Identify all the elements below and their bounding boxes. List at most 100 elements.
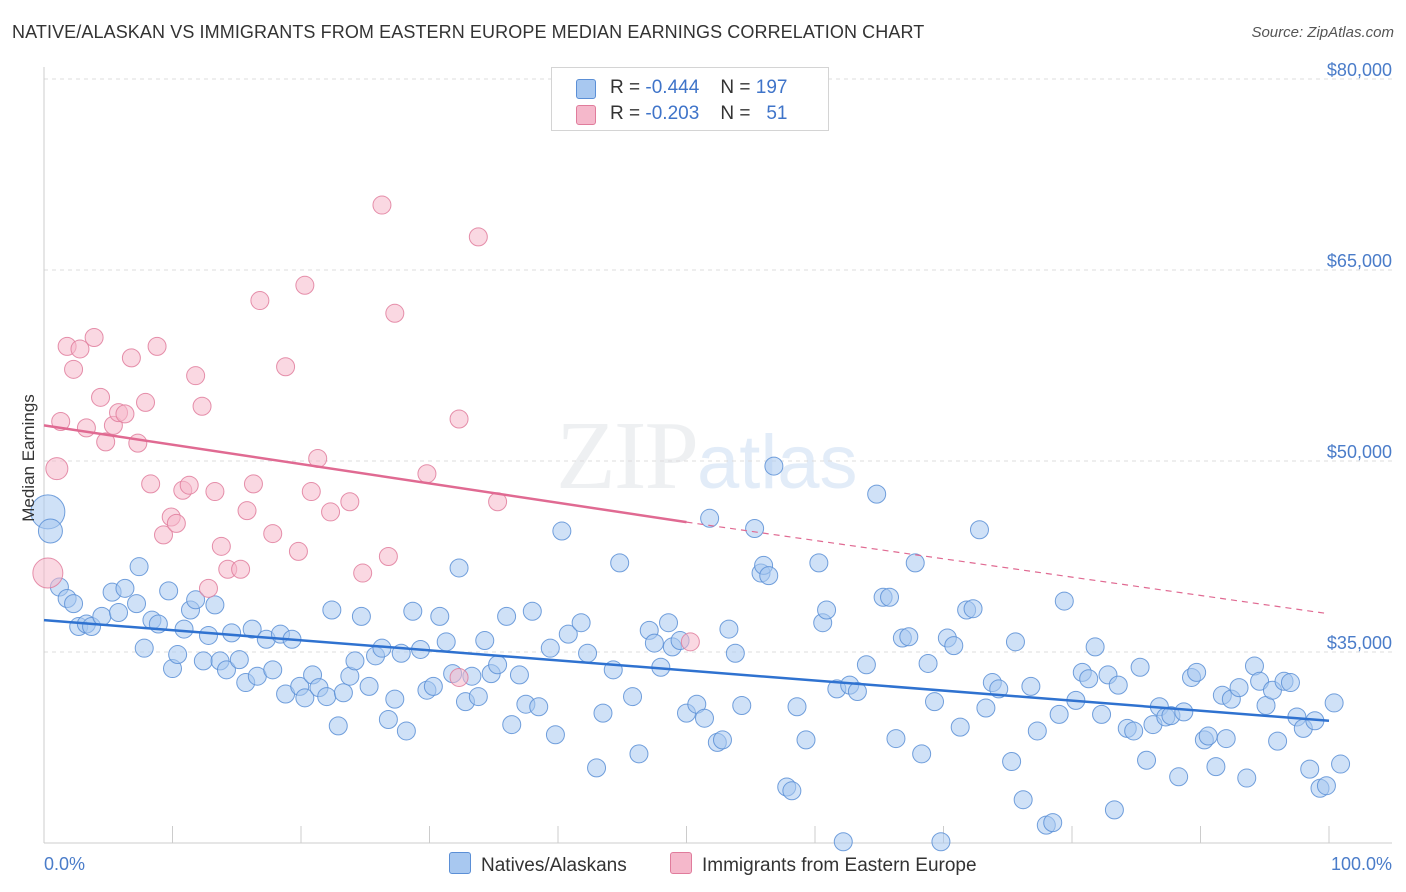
immigrant-point <box>128 433 148 453</box>
native-point <box>1198 726 1218 746</box>
legend-r-label: R = <box>610 103 641 124</box>
immigrant-point <box>211 536 231 556</box>
native-point <box>263 660 283 680</box>
immigrant-point <box>32 557 64 589</box>
native-point <box>571 613 591 633</box>
native-point <box>732 695 752 715</box>
native-point <box>1206 757 1226 777</box>
native-point <box>944 636 964 656</box>
native-point <box>159 581 179 601</box>
native-point <box>1300 759 1320 779</box>
native-point <box>700 508 720 528</box>
native-point <box>345 651 365 671</box>
native-point <box>328 716 348 736</box>
tick-labels: $35,000 $50,000 $65,000 $80,000 0.0% 100.0% Me… <box>19 60 1392 874</box>
legend-r-value: -0.203 <box>645 103 700 124</box>
native-point <box>623 687 643 707</box>
immigrant-point <box>231 559 251 579</box>
native-point <box>216 660 236 680</box>
immigrant-point <box>449 409 469 429</box>
native-point <box>1108 675 1128 695</box>
native-point <box>522 601 542 621</box>
native-point <box>659 613 679 633</box>
immigrant-point <box>250 291 270 311</box>
native-point <box>712 730 732 750</box>
immigrant-point <box>115 404 135 424</box>
trend-lines <box>43 424 1330 723</box>
native-point <box>1237 768 1257 788</box>
legend-swatch-immigrant <box>576 105 596 125</box>
native-point <box>1021 676 1041 696</box>
watermark-logo: ZIPatlas <box>556 400 858 512</box>
native-point <box>912 744 932 764</box>
native-point <box>867 484 887 504</box>
native-point <box>295 688 315 708</box>
y-tick-label: $65,000 <box>1327 251 1392 271</box>
native-trend-line <box>43 618 1330 723</box>
immigrant-point <box>154 525 174 545</box>
bottom-legend-swatch-immigrant <box>670 852 692 874</box>
native-point <box>115 578 135 598</box>
native-point <box>719 619 739 639</box>
immigrant-point <box>186 366 206 386</box>
native-point <box>886 729 906 749</box>
native-point <box>1130 657 1150 677</box>
native-point <box>1324 693 1344 713</box>
immigrant-point <box>468 227 488 247</box>
native-point <box>475 631 495 651</box>
legend-n-value: 197 <box>755 77 788 98</box>
native-point <box>950 717 970 737</box>
legend-r-label: R = <box>610 77 641 98</box>
native-point <box>1104 800 1124 820</box>
native-point <box>1124 721 1144 741</box>
native-point <box>502 715 522 735</box>
immigrant-point <box>76 418 96 438</box>
legend-n-label: N = <box>720 77 751 98</box>
native-point <box>587 758 607 778</box>
immigrant-point <box>147 336 167 356</box>
native-point <box>1043 813 1063 833</box>
immigrant-point <box>64 359 84 379</box>
immigrant-point <box>70 339 90 359</box>
native-point <box>1316 776 1336 796</box>
native-point <box>396 721 416 741</box>
immigrant-point <box>192 396 212 416</box>
immigrant-point <box>385 303 405 323</box>
immigrant-point <box>198 578 218 598</box>
native-point <box>174 619 194 639</box>
immigrant-point <box>96 432 116 452</box>
x-tick-label: 100.0% <box>1331 854 1392 874</box>
immigrant-point <box>45 457 69 481</box>
immigrant-point <box>295 275 315 295</box>
native-point <box>134 638 154 658</box>
native-point <box>610 553 630 573</box>
native-point <box>759 566 779 586</box>
immigrant-point <box>372 195 392 215</box>
legend-r-value: -0.444 <box>645 77 700 98</box>
y-tick-label: $50,000 <box>1327 442 1392 462</box>
native-point <box>899 627 919 647</box>
immigrant-point <box>276 357 296 377</box>
native-point <box>552 521 572 541</box>
bottom-legend-swatch-native <box>449 852 471 874</box>
legend-n-value: 51 <box>766 103 788 124</box>
native-point <box>423 676 443 696</box>
native-point <box>385 689 405 709</box>
immigrant-point <box>179 475 199 495</box>
native-point <box>333 683 353 703</box>
immigrant-point <box>121 348 141 368</box>
y-tick-label: $80,000 <box>1327 60 1392 80</box>
native-point <box>205 595 225 615</box>
native-point <box>931 832 951 852</box>
native-point <box>817 600 837 620</box>
native-point <box>168 645 188 665</box>
native-point <box>1174 702 1194 722</box>
native-point <box>918 653 938 673</box>
bottom-legend-native-label: Natives/Alaskans <box>481 855 627 876</box>
native-point <box>725 643 745 663</box>
native-point <box>787 697 807 717</box>
native-point <box>92 606 112 626</box>
native-point <box>976 698 996 718</box>
native-point <box>880 587 900 607</box>
